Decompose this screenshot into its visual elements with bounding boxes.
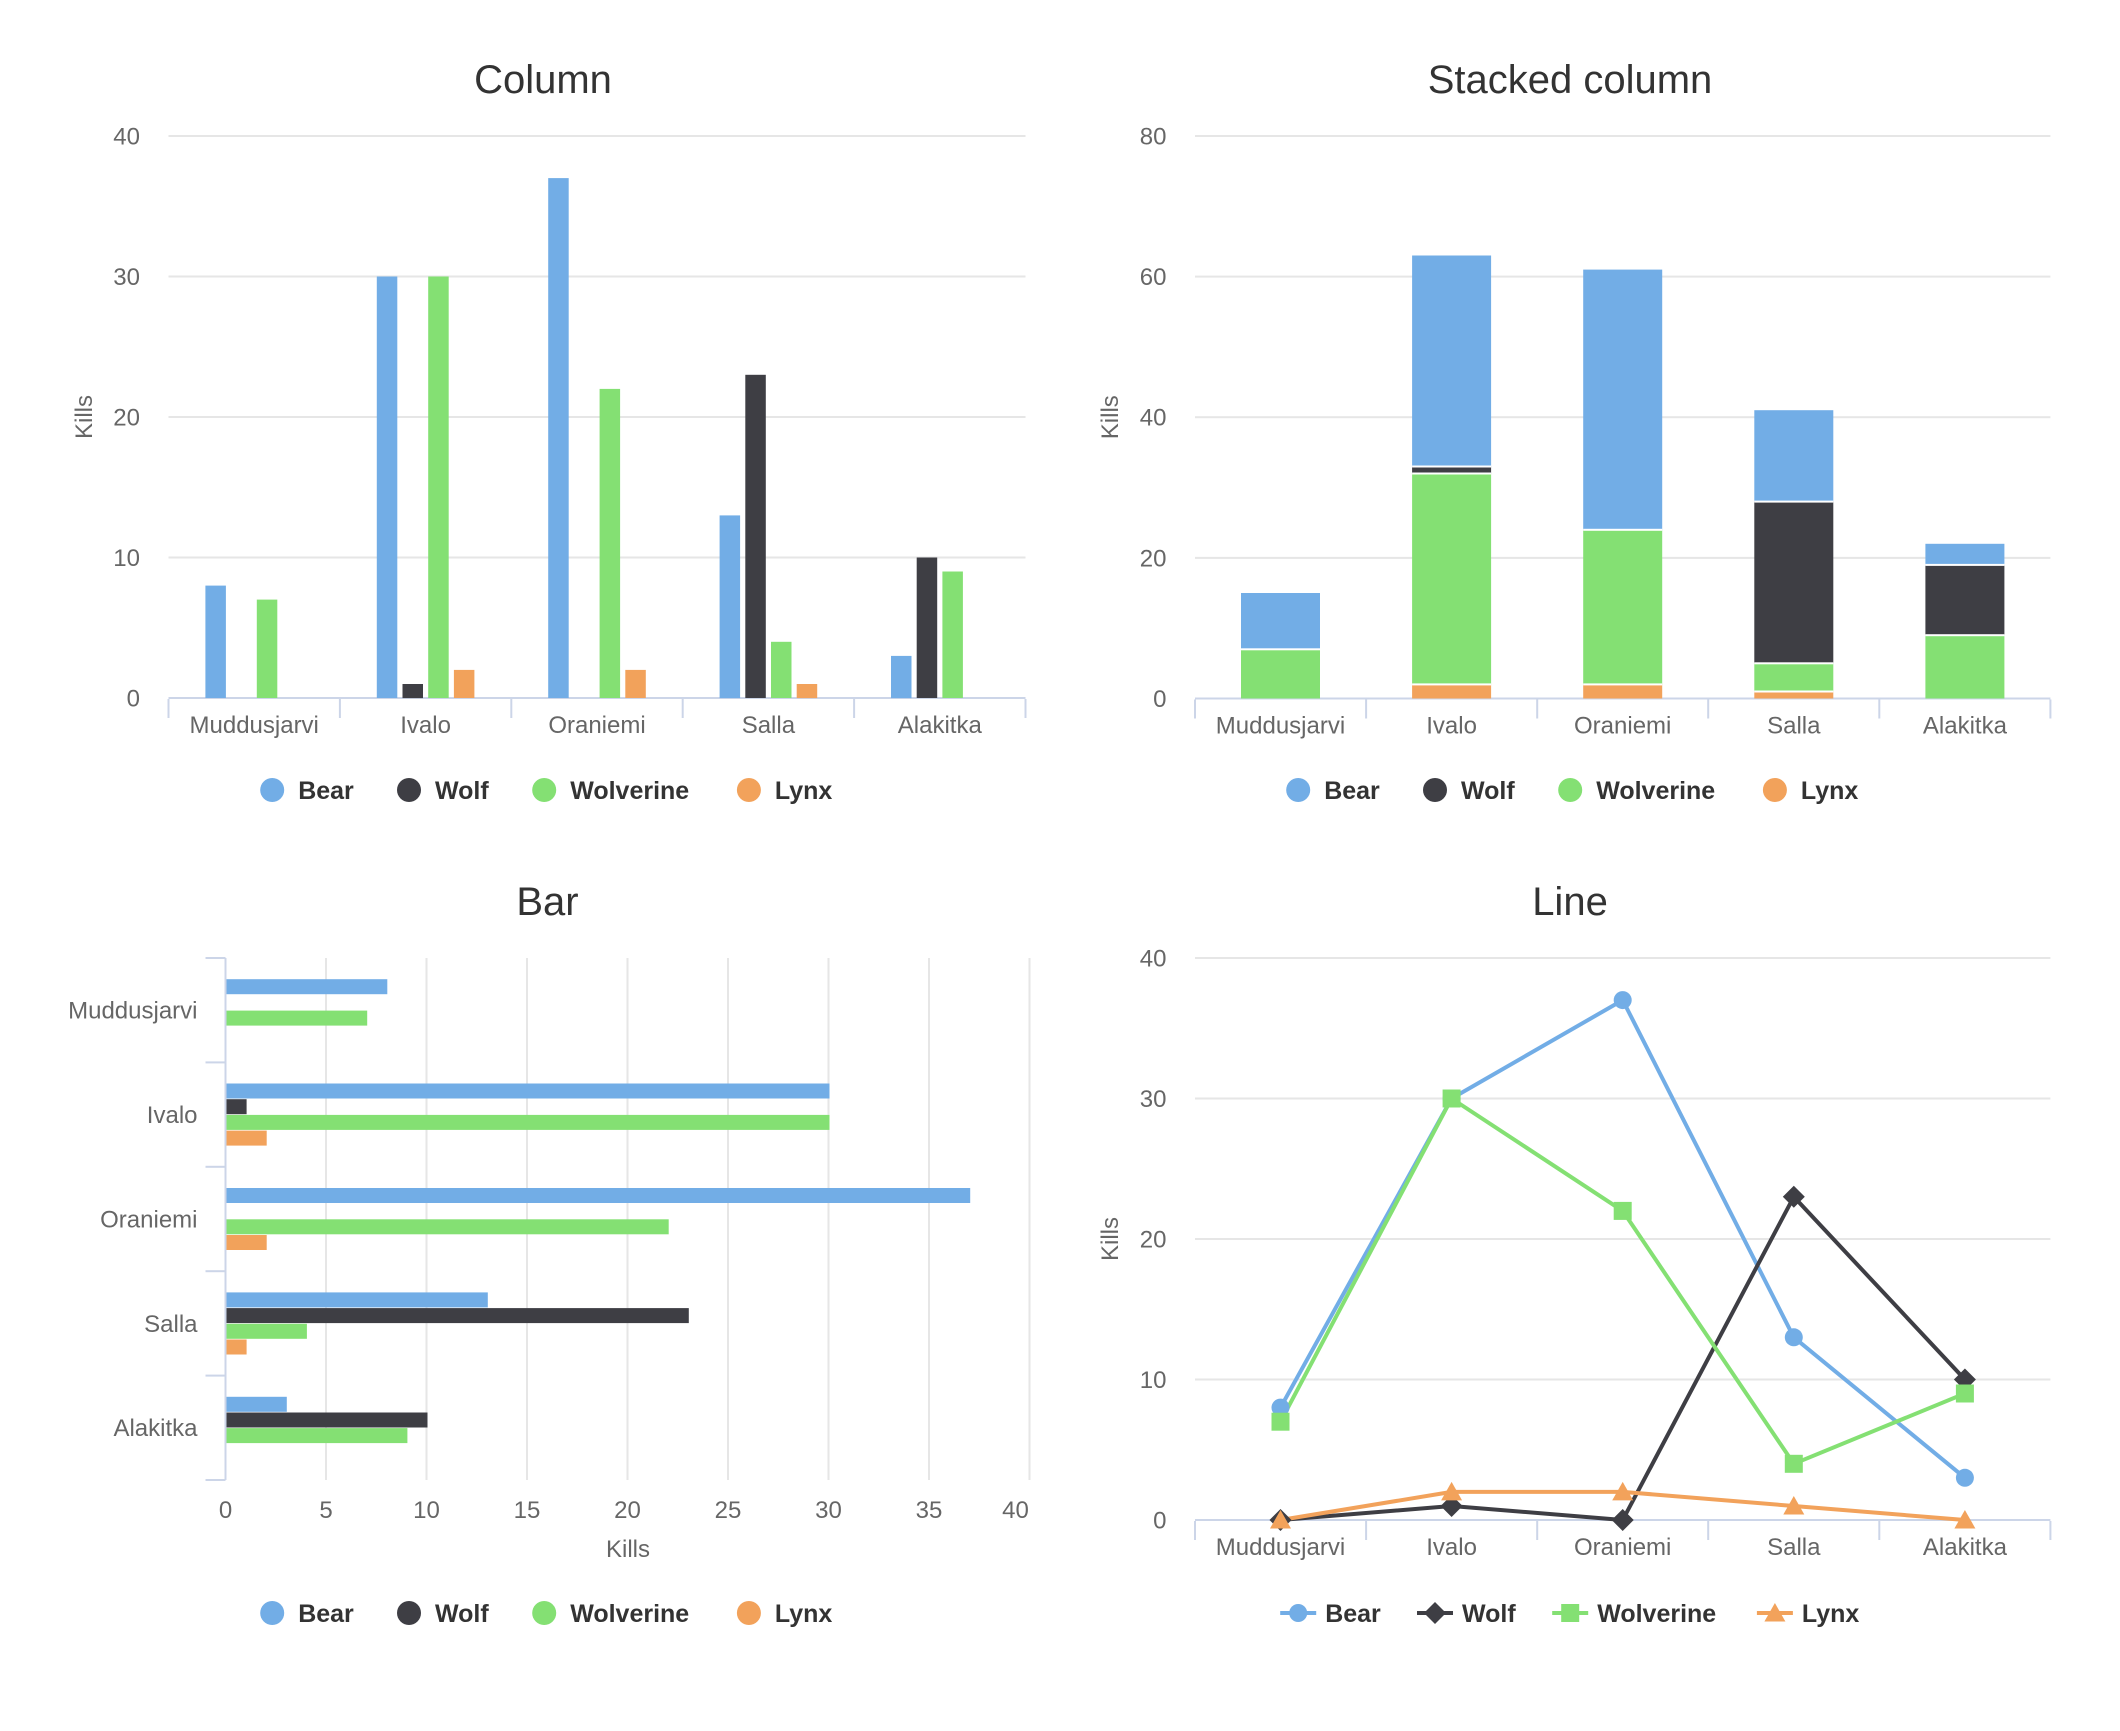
svg-text:Kills: Kills — [1097, 395, 1124, 439]
svg-text:25: 25 — [715, 1497, 742, 1524]
svg-text:40: 40 — [1002, 1497, 1029, 1524]
svg-text:20: 20 — [1140, 1226, 1167, 1253]
svg-text:15: 15 — [514, 1497, 541, 1524]
svg-text:0: 0 — [219, 1497, 232, 1524]
svg-text:0: 0 — [1153, 686, 1166, 713]
svg-text:Salla: Salla — [1767, 713, 1821, 740]
svg-text:Salla: Salla — [742, 712, 796, 739]
svg-text:Line: Line — [1532, 880, 1608, 924]
svg-text:Alakitka: Alakitka — [1923, 713, 2008, 740]
svg-text:Wolf: Wolf — [1462, 1600, 1516, 1628]
svg-text:0: 0 — [127, 685, 140, 712]
svg-text:Muddusjarvi: Muddusjarvi — [1216, 1534, 1345, 1561]
svg-text:Wolf: Wolf — [435, 777, 489, 805]
svg-text:Ivalo: Ivalo — [400, 712, 451, 739]
svg-text:Bear: Bear — [298, 1600, 354, 1628]
svg-text:20: 20 — [614, 1497, 641, 1524]
svg-text:Lynx: Lynx — [1802, 1600, 1860, 1628]
svg-text:Oraniemi: Oraniemi — [100, 1206, 197, 1233]
svg-text:Wolverine: Wolverine — [570, 777, 689, 805]
svg-text:40: 40 — [113, 123, 140, 150]
svg-text:35: 35 — [916, 1497, 943, 1524]
svg-text:Alakitka: Alakitka — [1923, 1534, 2008, 1561]
svg-text:Ivalo: Ivalo — [147, 1102, 198, 1129]
svg-text:Ivalo: Ivalo — [1426, 1534, 1477, 1561]
svg-text:Column: Column — [474, 58, 612, 102]
svg-text:20: 20 — [1140, 545, 1167, 572]
svg-text:40: 40 — [1140, 405, 1167, 432]
svg-text:Kills: Kills — [1097, 1217, 1124, 1261]
svg-text:Stacked column: Stacked column — [1428, 58, 1713, 102]
svg-text:Muddusjarvi: Muddusjarvi — [68, 998, 197, 1025]
svg-text:Wolverine: Wolverine — [1596, 777, 1715, 805]
svg-text:Wolverine: Wolverine — [1597, 1600, 1716, 1628]
svg-text:Muddusjarvi: Muddusjarvi — [1216, 713, 1345, 740]
svg-text:Alakitka: Alakitka — [898, 712, 983, 739]
svg-text:Ivalo: Ivalo — [1426, 713, 1477, 740]
svg-text:Oraniemi: Oraniemi — [548, 712, 645, 739]
svg-text:Kills: Kills — [606, 1536, 650, 1563]
svg-text:5: 5 — [319, 1497, 332, 1524]
svg-text:30: 30 — [1140, 1086, 1167, 1113]
svg-text:Bar: Bar — [516, 880, 578, 924]
svg-text:Salla: Salla — [144, 1311, 198, 1338]
svg-text:10: 10 — [413, 1497, 440, 1524]
svg-text:Oraniemi: Oraniemi — [1574, 1534, 1671, 1561]
svg-text:Bear: Bear — [1325, 1600, 1381, 1628]
svg-text:30: 30 — [815, 1497, 842, 1524]
svg-text:10: 10 — [1140, 1367, 1167, 1394]
svg-text:Bear: Bear — [1324, 777, 1380, 805]
svg-text:20: 20 — [113, 404, 140, 431]
svg-text:Wolverine: Wolverine — [570, 1600, 689, 1628]
svg-text:Salla: Salla — [1767, 1534, 1821, 1561]
svg-text:Kills: Kills — [71, 395, 98, 439]
svg-text:60: 60 — [1140, 264, 1167, 291]
svg-text:Bear: Bear — [298, 777, 354, 805]
svg-text:30: 30 — [113, 264, 140, 291]
svg-text:Wolf: Wolf — [1461, 777, 1515, 805]
svg-text:Alakitka: Alakitka — [113, 1415, 198, 1442]
svg-text:80: 80 — [1140, 123, 1167, 150]
svg-text:40: 40 — [1140, 945, 1167, 972]
svg-text:Lynx: Lynx — [775, 777, 833, 805]
svg-text:Lynx: Lynx — [1801, 777, 1859, 805]
svg-text:0: 0 — [1153, 1507, 1166, 1534]
svg-text:Wolf: Wolf — [435, 1600, 489, 1628]
svg-text:Oraniemi: Oraniemi — [1574, 713, 1671, 740]
svg-text:10: 10 — [113, 545, 140, 572]
svg-text:Muddusjarvi: Muddusjarvi — [190, 712, 319, 739]
svg-text:Lynx: Lynx — [775, 1600, 833, 1628]
